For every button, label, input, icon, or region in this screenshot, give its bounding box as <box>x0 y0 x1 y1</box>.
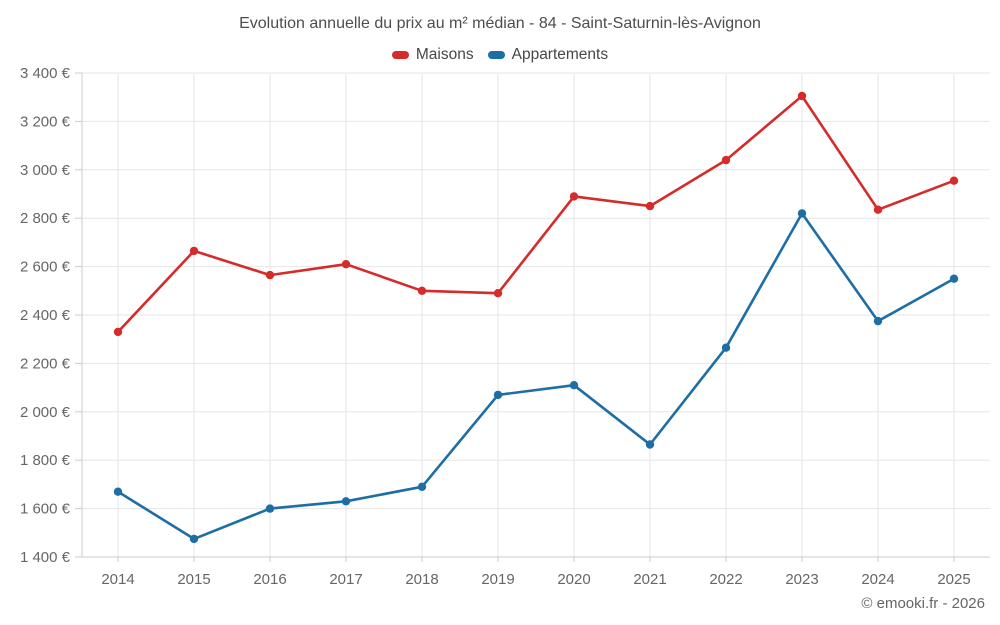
marker-appartements-2020[interactable] <box>569 381 579 390</box>
marker-appartements-2018[interactable] <box>417 482 427 491</box>
marker-maisons-2022[interactable] <box>721 155 731 165</box>
x-tick-label: 2014 <box>101 571 134 588</box>
y-tick-label: 2 600 € <box>20 259 71 276</box>
y-tick-label: 2 200 € <box>20 355 71 372</box>
x-tick-label: 2023 <box>785 571 818 588</box>
marker-appartements-2023[interactable] <box>797 209 807 218</box>
marker-appartements-2017[interactable] <box>341 497 351 506</box>
y-tick-label: 2 000 € <box>20 404 71 421</box>
y-tick-label: 3 400 € <box>20 65 71 82</box>
x-tick-label: 2019 <box>481 571 514 588</box>
y-tick-label: 1 800 € <box>20 452 71 469</box>
chart-title: Evolution annuelle du prix au m² médian … <box>239 15 761 32</box>
marker-appartements-2015[interactable] <box>189 534 199 544</box>
marker-appartements-2025[interactable] <box>949 274 959 283</box>
series-line-appartements <box>116 212 956 541</box>
y-tick-label: 1 400 € <box>20 549 71 566</box>
marker-maisons-2016[interactable] <box>265 270 275 280</box>
x-tick-label: 2020 <box>557 571 590 588</box>
x-tick-label: 2024 <box>861 571 894 588</box>
marker-maisons-2015[interactable] <box>189 246 199 256</box>
marker-maisons-2023[interactable] <box>797 91 807 101</box>
marker-maisons-2020[interactable] <box>569 192 579 201</box>
legend-item-appartements[interactable]: Appartements <box>487 46 609 64</box>
copyright: © emooki.fr - 2026 <box>861 595 985 612</box>
y-tick-label: 2 800 € <box>20 210 71 227</box>
marker-maisons-2014[interactable] <box>113 327 123 337</box>
x-tick-label: 2016 <box>253 571 286 588</box>
marker-maisons-2024[interactable] <box>873 205 883 214</box>
marker-maisons-2017[interactable] <box>341 260 351 269</box>
legend-swatch-maisons <box>391 51 409 59</box>
legend-label-maisons: Maisons <box>415 46 474 63</box>
marker-maisons-2019[interactable] <box>493 289 503 298</box>
marker-appartements-2016[interactable] <box>265 504 275 513</box>
marker-maisons-2018[interactable] <box>417 286 427 295</box>
x-tick-label: 2022 <box>709 571 742 588</box>
legend: Maisons Appartements <box>0 46 1000 64</box>
x-tick-label: 2021 <box>633 571 666 588</box>
x-tick-label: 2015 <box>177 571 210 588</box>
x-tick-label: 2018 <box>405 571 438 588</box>
legend-swatch-appartements <box>487 51 505 59</box>
y-tick-label: 2 400 € <box>20 307 71 324</box>
y-tick-label: 3 200 € <box>20 113 71 130</box>
x-tick-label: 2025 <box>937 571 970 588</box>
y-tick-label: 3 000 € <box>20 162 71 179</box>
marker-appartements-2024[interactable] <box>873 316 883 326</box>
marker-appartements-2014[interactable] <box>113 487 123 496</box>
marker-maisons-2025[interactable] <box>949 176 959 185</box>
series-line-maisons <box>116 94 956 334</box>
marker-appartements-2019[interactable] <box>493 390 503 400</box>
marker-appartements-2022[interactable] <box>721 343 731 352</box>
marker-appartements-2021[interactable] <box>645 440 655 449</box>
x-tick-label: 2017 <box>329 571 362 588</box>
y-tick-label: 1 600 € <box>20 501 71 518</box>
legend-item-maisons[interactable]: Maisons <box>391 46 474 64</box>
marker-maisons-2021[interactable] <box>645 201 655 211</box>
legend-label-appartements: Appartements <box>511 46 609 63</box>
